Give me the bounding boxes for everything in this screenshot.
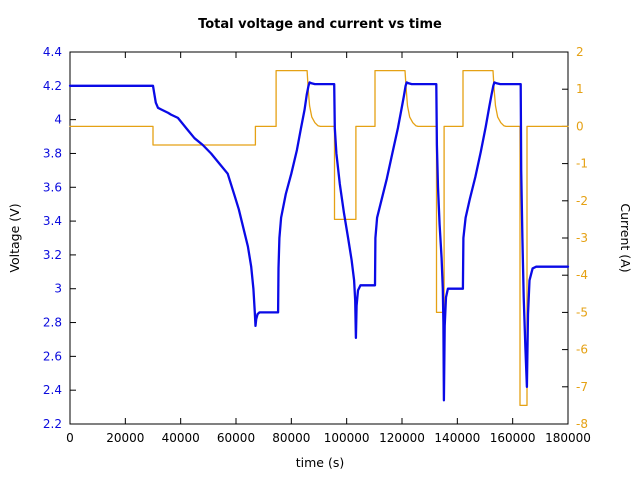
- right-tick-label: 2: [576, 45, 584, 59]
- left-tick-label: 3: [54, 282, 62, 296]
- left-y-axis-label: Voltage (V): [7, 203, 22, 273]
- x-axis-ticks: 0 20000 40000 60000 80000 100000 120000 140000 1…: [66, 52, 591, 445]
- x-axis-label: time (s): [295, 455, 345, 470]
- right-y-axis-label: Current (A): [618, 203, 633, 273]
- series-current: [69, 69, 569, 407]
- x-tick-label: 140000: [434, 431, 480, 445]
- left-tick-label: 4: [54, 113, 62, 127]
- x-tick-label: 0: [66, 431, 74, 445]
- left-tick-label: 2.4: [43, 383, 62, 397]
- left-tick-label: 4.2: [43, 79, 62, 93]
- left-tick-label: 2.6: [43, 349, 62, 363]
- left-tick-label: 2.8: [43, 316, 62, 330]
- left-axis-ticks: 2.2 2.4 2.6 2.8 3 3.2 3.4 3.6 3.8 4 4.2 4.4: [43, 45, 76, 431]
- left-tick-label: 3.6: [43, 180, 62, 194]
- right-tick-label: -5: [576, 305, 588, 319]
- left-tick-label: 3.2: [43, 248, 62, 262]
- series-voltage: [68, 81, 570, 402]
- right-tick-label: -4: [576, 268, 588, 282]
- right-axis-ticks: -8 -7 -6 -5 -4 -3 -2 -1 0 1 2: [562, 45, 588, 431]
- x-tick-label: 120000: [379, 431, 425, 445]
- x-tick-label: 20000: [106, 431, 144, 445]
- right-tick-label: -2: [576, 194, 588, 208]
- x-tick-label: 60000: [217, 431, 255, 445]
- right-tick-label: -6: [576, 343, 588, 357]
- left-tick-label: 3.8: [43, 146, 62, 160]
- right-tick-label: -7: [576, 380, 588, 394]
- x-tick-label: 80000: [272, 431, 310, 445]
- right-tick-label: -1: [576, 157, 588, 171]
- left-tick-label: 3.4: [43, 214, 62, 228]
- x-tick-label: 160000: [490, 431, 536, 445]
- x-tick-label: 100000: [324, 431, 370, 445]
- right-tick-label: 0: [576, 119, 584, 133]
- chart-title: Total voltage and current vs time: [198, 17, 442, 32]
- left-tick-label: 4.4: [43, 45, 62, 59]
- x-tick-label: 180000: [545, 431, 591, 445]
- left-tick-label: 2.2: [43, 417, 62, 431]
- right-tick-label: -3: [576, 231, 588, 245]
- right-tick-label: 1: [576, 82, 584, 96]
- right-tick-label: -8: [576, 417, 588, 431]
- plot-frame: [69, 51, 569, 425]
- x-tick-label: 40000: [162, 431, 200, 445]
